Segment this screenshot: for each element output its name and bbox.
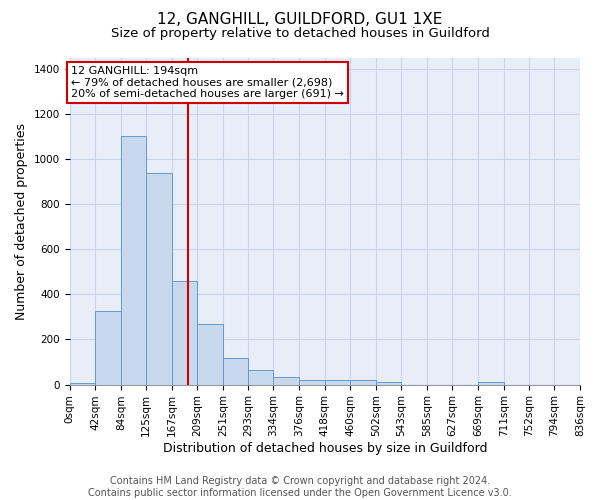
Bar <box>197 324 223 384</box>
Bar <box>248 370 274 384</box>
Bar <box>299 380 325 384</box>
Bar <box>172 281 197 384</box>
Bar <box>223 358 248 384</box>
Bar <box>121 136 146 384</box>
Text: 12, GANGHILL, GUILDFORD, GU1 1XE: 12, GANGHILL, GUILDFORD, GU1 1XE <box>157 12 443 28</box>
Bar <box>376 382 401 384</box>
Text: 12 GANGHILL: 194sqm
← 79% of detached houses are smaller (2,698)
20% of semi-det: 12 GANGHILL: 194sqm ← 79% of detached ho… <box>71 66 344 99</box>
Text: Contains HM Land Registry data © Crown copyright and database right 2024.
Contai: Contains HM Land Registry data © Crown c… <box>88 476 512 498</box>
Bar <box>95 312 121 384</box>
Bar <box>325 380 350 384</box>
Bar <box>478 382 503 384</box>
Bar <box>146 172 172 384</box>
Bar <box>274 376 299 384</box>
Y-axis label: Number of detached properties: Number of detached properties <box>15 122 28 320</box>
X-axis label: Distribution of detached houses by size in Guildford: Distribution of detached houses by size … <box>163 442 487 455</box>
Bar <box>350 380 376 384</box>
Text: Size of property relative to detached houses in Guildford: Size of property relative to detached ho… <box>110 28 490 40</box>
